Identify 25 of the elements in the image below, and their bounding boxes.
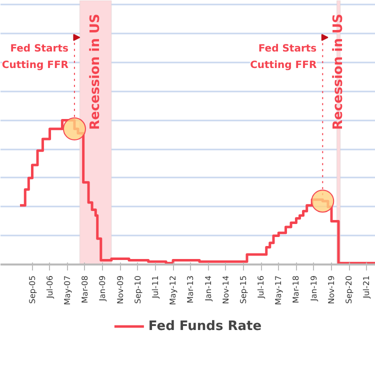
- x-tick-label: Mar-18: [292, 276, 301, 304]
- x-tick-label: May-12: [168, 276, 178, 306]
- x-tick-label: Jan-19: [309, 276, 318, 302]
- x-tick-label: Nov-14: [221, 276, 230, 304]
- x-tick-label: Jul-21: [362, 276, 372, 300]
- x-tick-label: Sep-20: [344, 276, 354, 304]
- band-label: Recession in US: [331, 14, 346, 130]
- x-tick-label: Sep-15: [238, 276, 248, 304]
- x-tick-label: Sep-05: [28, 276, 37, 304]
- band-label: Recession in US: [88, 14, 104, 130]
- x-tick-label: Nov-09: [116, 276, 125, 304]
- x-tick-label: Jan-09: [98, 276, 108, 302]
- x-tick-label: Sep-10: [133, 276, 142, 304]
- annotation: Fed Starts Cutting FFR: [2, 43, 69, 71]
- x-tick-label: Jul-11: [150, 276, 160, 300]
- x-tick-label: Jan-14: [204, 276, 213, 302]
- x-tick-label: Mar-13: [186, 276, 196, 304]
- x-tick-label: Nov-19: [326, 276, 336, 304]
- x-tick-label: Mar-08: [80, 276, 90, 304]
- annotation: Fed Starts Cutting FFR: [250, 43, 317, 71]
- x-tick-label: May-07: [62, 276, 72, 306]
- legend-label: Fed Funds Rate: [148, 318, 262, 334]
- x-tick-label: Jul-16: [256, 276, 266, 300]
- x-tick-label: May-17: [274, 276, 284, 306]
- x-tick-label: Jul-06: [45, 276, 54, 300]
